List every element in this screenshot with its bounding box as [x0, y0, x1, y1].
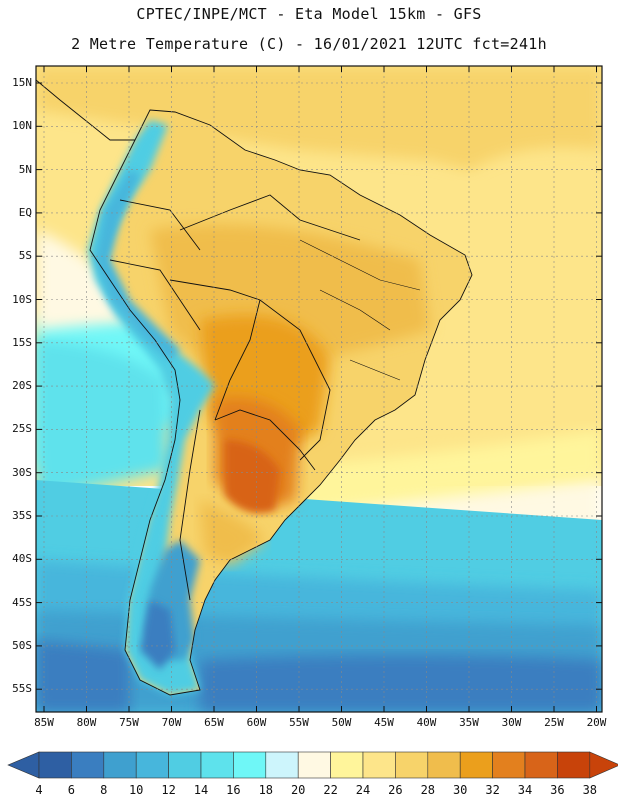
colorbar-swatch [557, 751, 591, 779]
colorbar-tick-label: 20 [290, 783, 306, 797]
longitude-label: 65W [204, 716, 224, 729]
latitude-label: 30S [12, 465, 32, 479]
border-brazil [169, 194, 361, 461]
colorbar-tick-label: 30 [452, 783, 468, 797]
longitude-label: 25W [544, 716, 564, 729]
colorbar-tick-label: 8 [100, 783, 108, 797]
colorbar-swatch [38, 751, 72, 779]
colorbar-tick-label: 22 [323, 783, 338, 797]
colorbar-swatch [362, 751, 396, 779]
colorbar-swatch [168, 751, 202, 779]
colorbar-swatch [330, 751, 364, 779]
colorbar-tick-label: 32 [485, 783, 500, 797]
axis-ticks [36, 66, 602, 712]
colorbar-swatch [427, 751, 461, 779]
colorbar-swatch [233, 751, 267, 779]
ocean-pacific-mid [36, 340, 168, 500]
longitude-label: 85W [34, 716, 54, 729]
central-america [36, 79, 135, 141]
colorbar-swatch [492, 751, 526, 779]
latitude-label: 55S [12, 682, 32, 696]
colorbar-tick-label: 4 [35, 783, 43, 797]
colorbar-swatch [71, 751, 105, 779]
ocean-pale-yellow-band [230, 430, 602, 520]
latitude-label: 5S [18, 249, 32, 263]
border-andean [109, 199, 201, 331]
ocean-south-pacific-blue [36, 640, 130, 712]
colorbar-swatch [265, 751, 299, 779]
latitude-label: 50S [12, 638, 32, 652]
latitude-label: 5N [18, 162, 32, 176]
ocean-warm-north [36, 66, 602, 170]
longitude-label: 50W [331, 716, 352, 729]
longitude-label: 40W [416, 716, 437, 729]
border-argentina [179, 409, 316, 601]
latitude-label: 20S [12, 379, 32, 393]
colorbar-underflow-triangle [7, 751, 40, 779]
longitude-label: 35W [459, 716, 479, 729]
colorbar-tick-label: 18 [258, 783, 274, 797]
latitude-label: 40S [12, 552, 32, 566]
colorbar-tick-label: 10 [128, 783, 144, 797]
land-hottest [225, 440, 280, 513]
latitude-label: 10S [12, 292, 32, 306]
border-brazil-states [299, 239, 421, 381]
latitude-label: 35S [12, 509, 32, 522]
longitude-label: 20W [586, 716, 607, 729]
colorbar-tick-label: 6 [67, 783, 75, 797]
colorbar-tick-label: 14 [193, 783, 209, 797]
colorbar-swatch [200, 751, 234, 779]
colorbar-tick-label: 28 [420, 783, 436, 797]
latitude-label: EQ [18, 205, 32, 219]
longitude-label: 75W [119, 716, 139, 729]
colorbar [7, 751, 618, 779]
latitude-label: 25S [12, 422, 32, 436]
colorbar-swatch [297, 751, 331, 779]
colorbar-tick-label: 24 [355, 783, 371, 797]
longitude-label: 55W [289, 716, 309, 729]
longitude-label: 60W [246, 716, 267, 729]
lat-lon-gridlines [36, 66, 602, 712]
colorbar-tick-label: 34 [517, 783, 533, 797]
colorbar-overflow-triangle [589, 751, 618, 779]
chart-subtitle: 2 Metre Temperature (C) - 16/01/2021 12U… [71, 35, 547, 53]
map-frame [35, 65, 603, 713]
colorbar-swatch [524, 751, 558, 779]
colorbar-tick-label: 26 [388, 783, 403, 797]
andes-deep-cold [95, 170, 180, 360]
colorbar-swatch [135, 751, 169, 779]
longitude-label: 80W [76, 716, 97, 729]
colorbar-tick-label: 36 [550, 783, 565, 797]
latitude-label: 10N [12, 119, 32, 133]
colorbar-tick-label: 16 [226, 783, 241, 797]
longitude-label: 70W [161, 716, 182, 729]
colorbar-tick-label: 38 [582, 783, 598, 797]
colorbar-swatch [395, 751, 429, 779]
chart-title: CPTEC/INPE/MCT - Eta Model 15km - GFS [136, 5, 482, 23]
longitude-label: 45W [374, 716, 394, 729]
colorbar-tick-label: 12 [161, 783, 176, 797]
latitude-label: 15S [12, 335, 32, 349]
colorbar-swatch [459, 751, 493, 779]
latitude-label: 45S [12, 595, 32, 609]
andes-cold-ridge [88, 120, 215, 695]
patagonia-deepest [140, 600, 175, 670]
latitude-label: 15N [12, 76, 32, 89]
colorbar-swatch [103, 751, 137, 779]
ocean-south-deepest [200, 655, 602, 712]
coastline [89, 109, 473, 696]
longitude-label: 30W [501, 716, 522, 729]
